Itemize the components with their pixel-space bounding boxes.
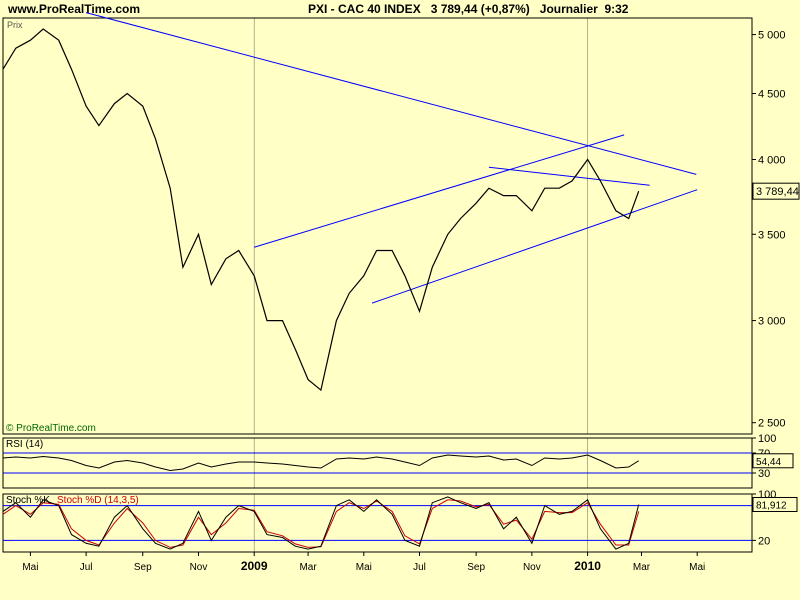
x-tick-label: Jul bbox=[80, 562, 93, 573]
site-name[interactable]: www.ProRealTime.com bbox=[8, 2, 141, 16]
x-tick-label: 2010 bbox=[574, 559, 601, 573]
rsi-y-tick-label: 30 bbox=[758, 468, 770, 480]
x-tick-label: Nov bbox=[523, 562, 541, 573]
rsi-line bbox=[2, 454, 639, 472]
stoch-last-value-box bbox=[752, 496, 798, 512]
watermark: © ProRealTime.com bbox=[6, 423, 96, 434]
stoch-panel-frame bbox=[2, 493, 753, 553]
x-tick-label: Mar bbox=[299, 562, 317, 573]
price-last-value-box bbox=[752, 182, 800, 200]
price-y-tick-label: 4 500 bbox=[758, 89, 786, 101]
price-last-value-label: 3 789,44 bbox=[756, 186, 799, 198]
stoch-k-label: Stoch %K bbox=[6, 495, 50, 506]
x-tick-label: Mai bbox=[356, 562, 372, 573]
price-y-tick-label: 3 000 bbox=[758, 316, 786, 328]
rsi-last-value-box bbox=[752, 453, 794, 469]
stoch-y-tick-label: 20 bbox=[758, 535, 770, 547]
price-panel-frame bbox=[2, 17, 753, 435]
price-y-tick-label: 5 000 bbox=[758, 30, 786, 42]
stoch-d-label: Stoch %D (14,3,5) bbox=[57, 495, 139, 506]
rsi-panel-frame bbox=[2, 437, 753, 489]
x-tick-label: Nov bbox=[190, 562, 208, 573]
price-line bbox=[2, 28, 640, 392]
x-tick-label: 2009 bbox=[241, 559, 268, 573]
x-tick-label: Jul bbox=[413, 562, 426, 573]
stoch-k-line bbox=[2, 496, 640, 550]
title-bar: www.ProRealTime.com PXI - CAC 40 INDEX 3… bbox=[0, 0, 800, 18]
x-tick-label: Sep bbox=[134, 562, 152, 573]
x-tick-label: Mai bbox=[689, 562, 705, 573]
rsi-panel-label: RSI (14) bbox=[6, 439, 43, 450]
stoch-last-value-label: 81,912 bbox=[756, 500, 787, 511]
chart-title: PXI - CAC 40 INDEX 3 789,44 (+0,87%) Jou… bbox=[308, 2, 629, 16]
trendline bbox=[254, 134, 625, 248]
price-y-tick-label: 3 500 bbox=[758, 229, 786, 241]
x-tick-label: Mar bbox=[633, 562, 651, 573]
rsi-last-value-label: 54,44 bbox=[756, 457, 781, 468]
trendline bbox=[488, 166, 650, 186]
price-y-tick-label: 4 000 bbox=[758, 155, 786, 167]
trendline bbox=[371, 189, 698, 304]
x-tick-label: Sep bbox=[467, 562, 485, 573]
x-tick-label: Mai bbox=[22, 562, 38, 573]
rsi-y-tick-label: 100 bbox=[758, 433, 776, 445]
price-y-tick-label: 2 500 bbox=[758, 418, 786, 430]
price-panel-label: Prix bbox=[7, 20, 23, 30]
trendline bbox=[85, 12, 697, 175]
